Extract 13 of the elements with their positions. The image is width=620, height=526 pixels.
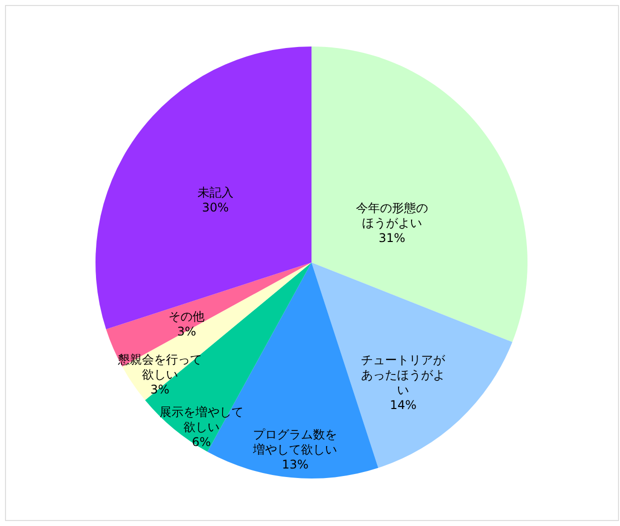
pie-slice xyxy=(312,46,528,342)
data-label: 13% xyxy=(282,458,309,472)
slice-label: プログラム数を増やして欲しい xyxy=(252,428,338,457)
data-label: 14% xyxy=(390,398,417,412)
data-label: 31% xyxy=(378,230,406,245)
slice-label: 今年の形態のほうがよい xyxy=(356,200,428,230)
slice-label: その他 xyxy=(168,310,205,324)
slice-label: チュートリアがあったほうがよい xyxy=(361,353,446,398)
pie-slice xyxy=(106,262,312,367)
data-label: 30% xyxy=(202,200,229,215)
slice-label: 未記入 xyxy=(197,186,234,200)
data-label: 6% xyxy=(192,435,211,450)
slice-label: 展示を増やして欲しい xyxy=(159,405,244,434)
